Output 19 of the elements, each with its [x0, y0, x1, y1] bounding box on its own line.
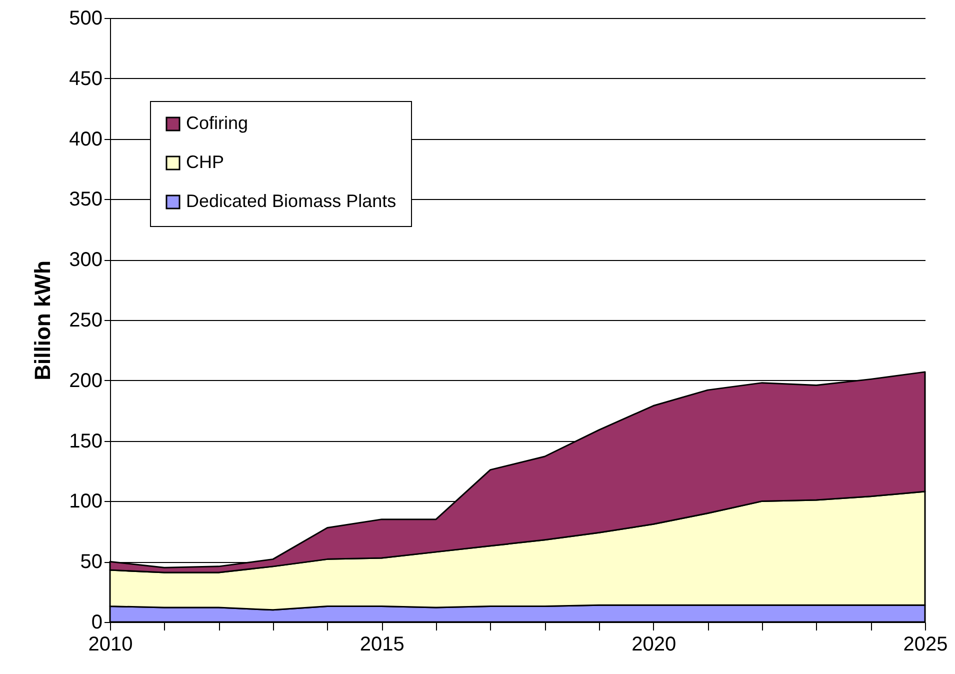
y-tick-label: 300 — [69, 249, 102, 272]
legend-label: Dedicated Biomass Plants — [186, 191, 396, 211]
x-tick-label: 2020 — [632, 634, 676, 656]
y-tick-label: 450 — [69, 68, 102, 90]
legend-label: CHP — [186, 152, 224, 172]
y-tick-label: 250 — [69, 310, 102, 332]
y-axis-title: Billion kWh — [30, 260, 56, 380]
y-tick-label: 0 — [91, 612, 102, 634]
y-tick-label: 100 — [69, 490, 102, 513]
y-tick-label: 400 — [69, 128, 102, 150]
y-tick-label: 500 — [69, 8, 102, 30]
x-tick-label: 2025 — [903, 634, 948, 656]
legend-label: Cofiring — [186, 113, 248, 133]
y-tick-label: 350 — [69, 188, 102, 211]
y-tick-label: 50 — [80, 551, 102, 574]
x-tick-label: 2015 — [360, 634, 404, 656]
x-tick-label: 2010 — [88, 634, 133, 656]
y-tick-label: 200 — [69, 370, 102, 392]
y-tick-label: 150 — [69, 430, 102, 452]
